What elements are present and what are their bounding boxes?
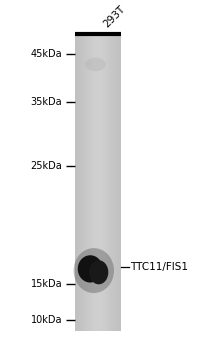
Bar — [100, 34, 101, 331]
Bar — [89, 34, 90, 331]
Bar — [118, 34, 119, 331]
Text: 10kDa: 10kDa — [31, 315, 62, 325]
Bar — [79, 34, 81, 331]
Bar — [98, 34, 99, 331]
Bar — [75, 34, 76, 331]
Bar — [92, 34, 93, 331]
Bar — [108, 34, 109, 331]
Bar — [116, 34, 117, 331]
Ellipse shape — [89, 260, 108, 284]
Bar — [107, 34, 108, 331]
Bar — [91, 34, 92, 331]
Bar — [78, 34, 79, 331]
Bar — [84, 34, 85, 331]
Bar — [103, 34, 105, 331]
Bar — [105, 34, 106, 331]
Bar — [76, 34, 77, 331]
Bar — [119, 34, 121, 331]
Ellipse shape — [85, 58, 106, 71]
Bar — [101, 34, 102, 331]
Text: 15kDa: 15kDa — [31, 279, 62, 289]
Bar — [114, 34, 115, 331]
Bar — [82, 34, 83, 331]
Bar — [111, 34, 113, 331]
Bar — [86, 34, 87, 331]
Bar — [117, 34, 118, 331]
Bar — [77, 34, 78, 331]
Text: 293T: 293T — [102, 4, 128, 29]
Bar — [94, 34, 95, 331]
Bar — [95, 34, 97, 331]
Text: 45kDa: 45kDa — [31, 49, 62, 59]
Bar — [99, 34, 100, 331]
Bar — [115, 34, 116, 331]
Bar — [93, 34, 94, 331]
Ellipse shape — [78, 255, 103, 282]
Bar — [113, 34, 114, 331]
Bar — [109, 34, 110, 331]
Bar — [83, 34, 84, 331]
Bar — [87, 34, 89, 331]
Bar — [85, 34, 86, 331]
Text: 25kDa: 25kDa — [31, 161, 62, 171]
Bar — [80, 34, 82, 331]
Text: 35kDa: 35kDa — [31, 97, 62, 107]
Bar — [102, 34, 104, 331]
Bar — [106, 34, 107, 331]
Ellipse shape — [74, 248, 114, 293]
Text: TTC11/FIS1: TTC11/FIS1 — [130, 262, 188, 272]
Bar — [97, 34, 98, 331]
Bar — [90, 34, 91, 331]
Bar — [75, 34, 121, 331]
Bar — [110, 34, 111, 331]
